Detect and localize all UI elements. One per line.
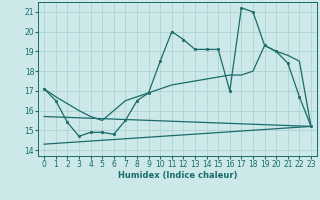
X-axis label: Humidex (Indice chaleur): Humidex (Indice chaleur) (118, 171, 237, 180)
